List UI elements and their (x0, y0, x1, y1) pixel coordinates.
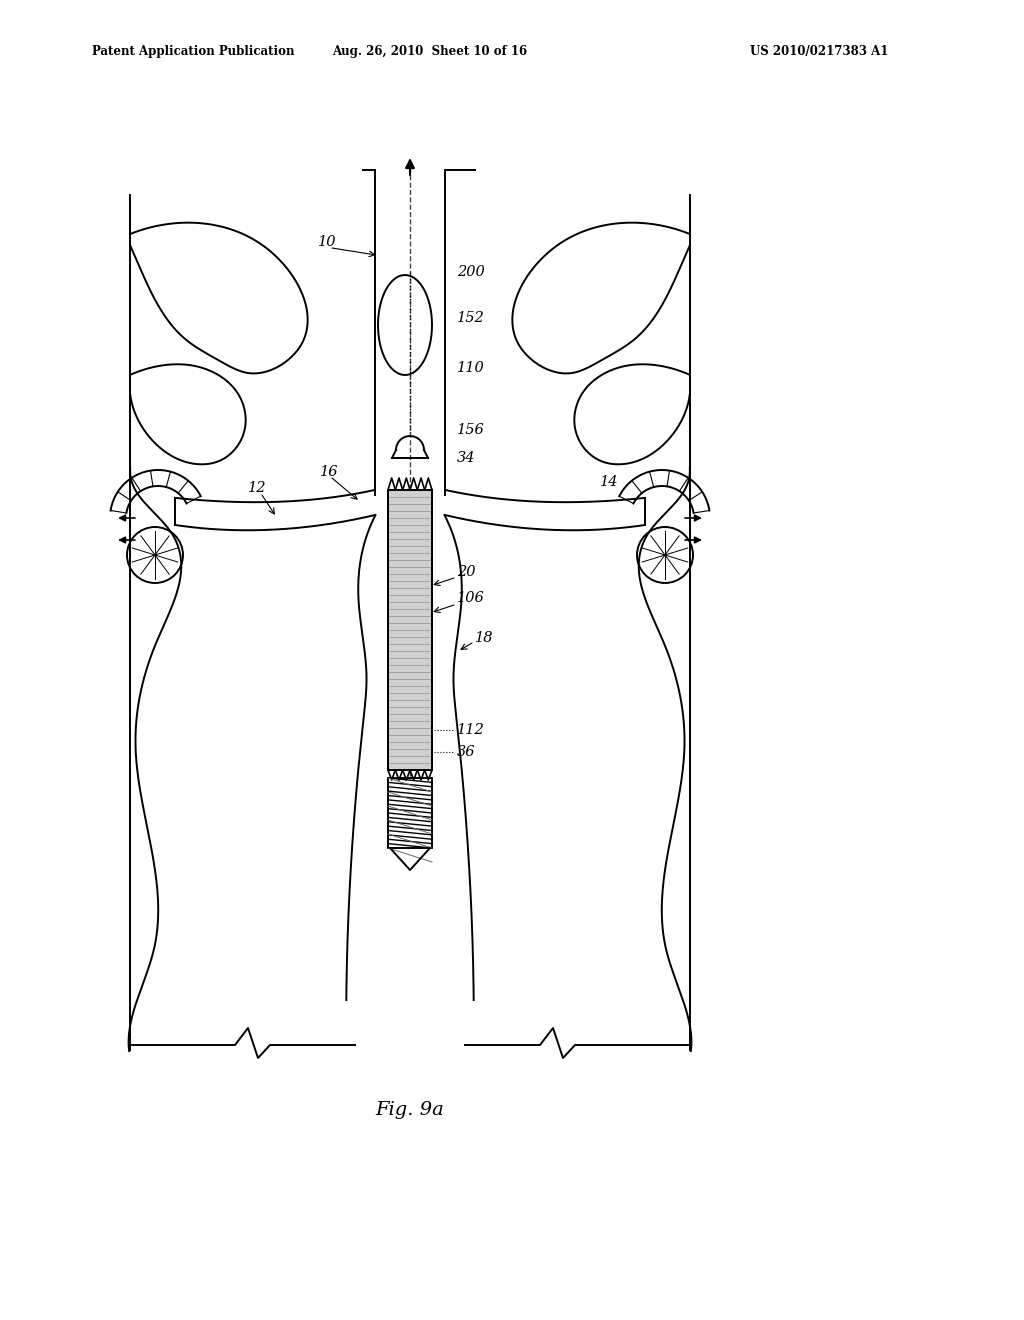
Text: 14: 14 (600, 475, 618, 488)
Text: 16: 16 (319, 465, 339, 479)
Text: 156: 156 (457, 422, 484, 437)
Text: Aug. 26, 2010  Sheet 10 of 16: Aug. 26, 2010 Sheet 10 of 16 (333, 45, 527, 58)
Bar (388, 777, 432, 847)
Text: 106: 106 (457, 591, 484, 605)
Bar (388, 490, 432, 770)
Text: 110: 110 (457, 360, 484, 375)
Text: 34: 34 (457, 451, 475, 465)
Text: Patent Application Publication: Patent Application Publication (92, 45, 295, 58)
Text: 112: 112 (457, 723, 484, 737)
Text: 36: 36 (457, 744, 475, 759)
Text: 200: 200 (457, 265, 484, 279)
Text: 12: 12 (248, 480, 266, 495)
Text: 20: 20 (457, 565, 475, 579)
Text: Fig. 9a: Fig. 9a (376, 1101, 444, 1119)
Text: US 2010/0217383 A1: US 2010/0217383 A1 (750, 45, 889, 58)
Text: 10: 10 (318, 235, 337, 249)
Text: 18: 18 (475, 631, 494, 645)
Text: 152: 152 (457, 312, 484, 325)
